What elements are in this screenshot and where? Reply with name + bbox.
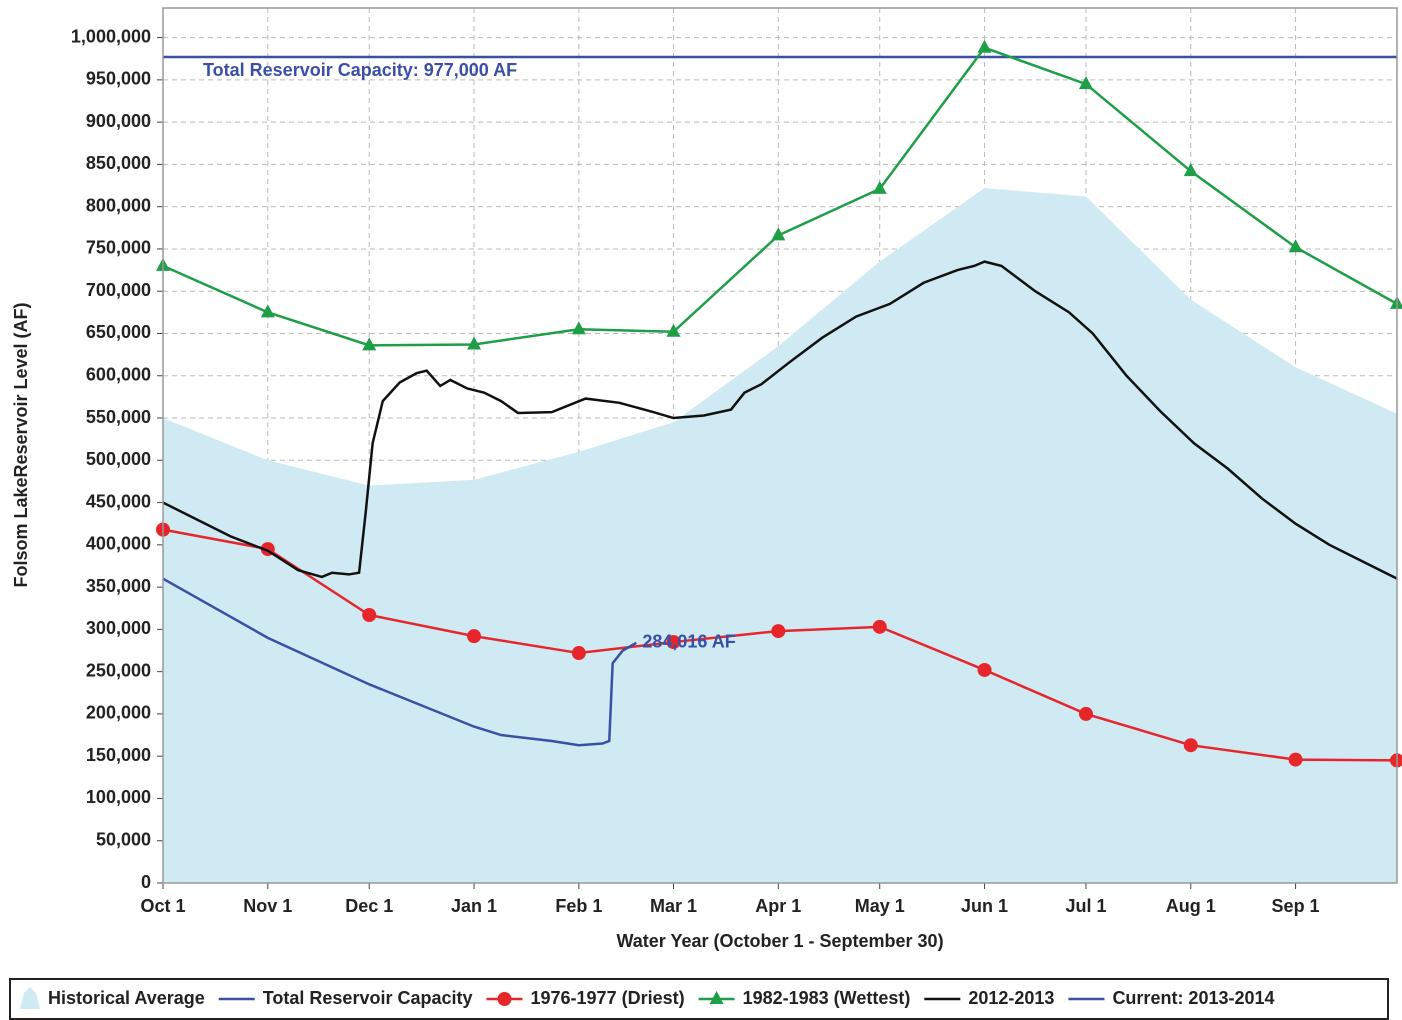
marker — [467, 629, 482, 644]
y-tick-label: 0 — [141, 872, 151, 892]
y-tick-label: 350,000 — [86, 576, 151, 596]
y-axis-title: Folsom LakeReservoir Level (AF) — [11, 302, 31, 587]
y-tick-label: 200,000 — [86, 703, 151, 723]
legend-label: Current: 2013-2014 — [1112, 988, 1274, 1008]
marker — [1288, 752, 1303, 767]
marker — [1390, 753, 1402, 768]
marker — [872, 180, 887, 194]
line — [162, 46, 1398, 347]
marker — [709, 991, 724, 1004]
marker — [666, 635, 681, 650]
x-axis-title: Water Year (October 1 - September 30) — [616, 931, 943, 951]
x-tick-label: Mar 1 — [650, 896, 697, 916]
marker — [1183, 738, 1198, 753]
line — [162, 577, 637, 747]
y-tick-label: 1,000,000 — [71, 26, 151, 46]
marker — [571, 321, 586, 335]
marker — [872, 619, 887, 634]
y-tick-label: 750,000 — [86, 238, 151, 258]
legend-swatch — [20, 987, 40, 1009]
marker — [467, 336, 482, 350]
marker — [260, 304, 275, 318]
legend-label: Total Reservoir Capacity — [263, 988, 473, 1008]
marker — [1390, 295, 1402, 309]
marker — [977, 39, 992, 53]
y-tick-label: 500,000 — [86, 449, 151, 469]
marker — [771, 227, 786, 241]
y-tick-label: 100,000 — [86, 787, 151, 807]
y-tick-label: 800,000 — [86, 195, 151, 215]
marker — [1288, 239, 1303, 253]
plot-border — [162, 7, 1398, 884]
y-tick-label: 450,000 — [86, 491, 151, 511]
y-tick-label: 600,000 — [86, 365, 151, 385]
line — [162, 260, 1398, 580]
legend-label: 1976-1977 (Driest) — [531, 988, 685, 1008]
annotation: Total Reservoir Capacity: 977,000 AF — [203, 60, 517, 80]
y-tick-label: 900,000 — [86, 111, 151, 131]
y-tick-label: 650,000 — [86, 322, 151, 342]
legend-label: 1982-1983 (Wettest) — [743, 988, 911, 1008]
x-tick-label: Jun 1 — [961, 896, 1008, 916]
x-tick-label: Feb 1 — [555, 896, 602, 916]
y-tick-label: 250,000 — [86, 660, 151, 680]
y-tick-label: 300,000 — [86, 618, 151, 638]
annotation: 284,016 AF — [642, 632, 735, 652]
x-tick-label: Oct 1 — [140, 896, 185, 916]
legend: Historical Average Total Reservoir Capaci… — [9, 978, 1389, 1020]
marker — [362, 337, 377, 351]
marker — [1183, 163, 1198, 177]
x-tick-label: Aug 1 — [1166, 896, 1216, 916]
y-tick-label: 850,000 — [86, 153, 151, 173]
x-tick-label: Jul 1 — [1065, 896, 1106, 916]
y-tick-label: 150,000 — [86, 745, 151, 765]
plot-area: Total Reservoir Capacity: 977,000 AF 284,… — [156, 39, 1402, 884]
y-tick-label: 50,000 — [96, 829, 151, 849]
marker — [977, 662, 992, 677]
x-tick-label: May 1 — [855, 896, 905, 916]
legend-label: 2012-2013 — [968, 988, 1054, 1008]
x-tick-label: Sep 1 — [1272, 896, 1320, 916]
marker — [497, 992, 512, 1006]
marker — [1078, 76, 1093, 90]
x-tick-label: Jan 1 — [451, 896, 497, 916]
x-tick-label: Dec 1 — [345, 896, 393, 916]
y-tick-label: 550,000 — [86, 407, 151, 427]
legend-label: Historical Average — [48, 988, 205, 1008]
y-tick-label: 950,000 — [86, 69, 151, 89]
y-tick-label: 400,000 — [86, 534, 151, 554]
x-tick-label: Nov 1 — [243, 896, 292, 916]
area — [163, 188, 1397, 884]
marker — [771, 624, 786, 639]
x-tick-label: Apr 1 — [755, 896, 801, 916]
marker — [362, 608, 377, 623]
marker — [1078, 706, 1093, 721]
marker — [666, 323, 681, 337]
marker — [571, 646, 586, 661]
y-tick-label: 700,000 — [86, 280, 151, 300]
